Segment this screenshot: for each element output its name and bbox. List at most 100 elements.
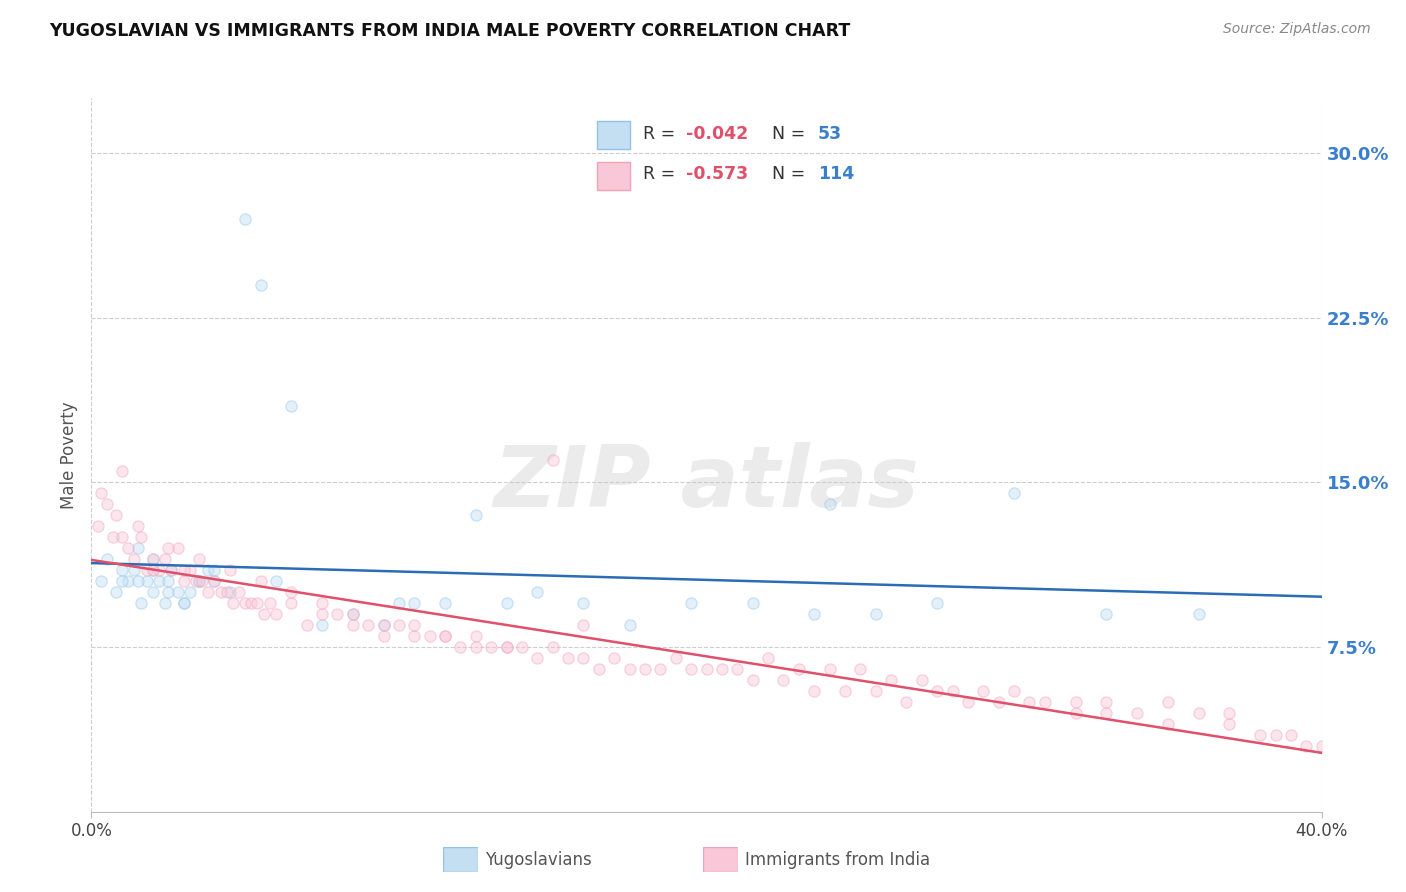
Y-axis label: Male Poverty: Male Poverty	[59, 401, 77, 508]
Point	[849, 662, 872, 676]
Point	[541, 640, 564, 654]
Point	[1095, 607, 1118, 621]
Point	[1157, 695, 1180, 709]
Point	[264, 574, 287, 589]
Point	[233, 211, 256, 226]
Point	[153, 552, 177, 566]
Text: 114: 114	[818, 165, 855, 183]
Point	[166, 541, 188, 556]
Point	[311, 607, 333, 621]
Point	[803, 607, 825, 621]
Point	[1002, 684, 1025, 698]
Point	[160, 563, 183, 577]
Point	[209, 585, 232, 599]
Point	[197, 563, 219, 577]
Point	[865, 684, 887, 698]
Point	[184, 574, 207, 589]
Point	[280, 596, 302, 610]
Point	[249, 574, 271, 589]
Point	[541, 453, 564, 467]
Point	[252, 607, 274, 621]
Point	[434, 629, 457, 643]
Point	[142, 552, 165, 566]
Point	[1095, 695, 1118, 709]
Point	[105, 585, 127, 599]
Point	[987, 695, 1010, 709]
Point	[1249, 728, 1271, 742]
Point	[911, 673, 934, 687]
Text: R =: R =	[643, 165, 681, 183]
Point	[280, 585, 302, 599]
FancyBboxPatch shape	[596, 120, 630, 149]
Text: ZIP atlas: ZIP atlas	[494, 442, 920, 525]
Point	[956, 695, 979, 709]
Point	[619, 662, 641, 676]
Point	[202, 574, 225, 589]
Point	[526, 585, 548, 599]
Text: -0.042: -0.042	[686, 125, 748, 143]
Point	[373, 618, 395, 632]
Text: Source: ZipAtlas.com: Source: ZipAtlas.com	[1223, 22, 1371, 37]
Point	[572, 618, 595, 632]
Point	[166, 585, 188, 599]
Point	[342, 618, 364, 632]
Point	[157, 541, 180, 556]
Point	[105, 508, 127, 523]
Point	[388, 618, 411, 632]
Point	[124, 552, 146, 566]
Point	[142, 552, 165, 566]
Point	[228, 585, 250, 599]
Text: -0.573: -0.573	[686, 165, 748, 183]
Point	[249, 277, 271, 292]
Point	[1126, 706, 1149, 720]
Point	[86, 519, 108, 533]
Point	[111, 574, 134, 589]
Text: N =: N =	[772, 165, 811, 183]
Point	[695, 662, 717, 676]
Point	[896, 695, 918, 709]
Point	[117, 574, 139, 589]
Point	[464, 629, 486, 643]
Point	[495, 640, 517, 654]
Point	[787, 662, 810, 676]
Point	[1095, 706, 1118, 720]
Point	[157, 574, 180, 589]
Point	[510, 640, 533, 654]
Point	[173, 574, 195, 589]
Point	[1264, 728, 1286, 742]
Point	[264, 607, 287, 621]
Point	[111, 464, 134, 478]
Point	[741, 673, 763, 687]
Point	[127, 541, 149, 556]
Point	[725, 662, 748, 676]
Point	[665, 651, 688, 665]
Point	[1018, 695, 1040, 709]
Text: YUGOSLAVIAN VS IMMIGRANTS FROM INDIA MALE POVERTY CORRELATION CHART: YUGOSLAVIAN VS IMMIGRANTS FROM INDIA MAL…	[49, 22, 851, 40]
Point	[188, 574, 211, 589]
Point	[650, 662, 672, 676]
Point	[404, 596, 426, 610]
Point	[404, 629, 426, 643]
Point	[342, 607, 364, 621]
Point	[311, 618, 333, 632]
Point	[96, 552, 118, 566]
Point	[1295, 739, 1317, 753]
Point	[218, 585, 240, 599]
Point	[135, 563, 157, 577]
Point	[1002, 486, 1025, 500]
FancyBboxPatch shape	[596, 162, 630, 190]
Point	[117, 541, 139, 556]
Point	[557, 651, 579, 665]
Point	[295, 618, 318, 632]
Point	[96, 497, 118, 511]
Point	[1033, 695, 1056, 709]
Point	[495, 640, 517, 654]
Point	[111, 530, 134, 544]
Point	[1187, 607, 1209, 621]
Point	[191, 574, 214, 589]
Point	[90, 574, 112, 589]
Point	[326, 607, 349, 621]
Point	[173, 596, 195, 610]
Point	[972, 684, 994, 698]
Point	[157, 585, 180, 599]
